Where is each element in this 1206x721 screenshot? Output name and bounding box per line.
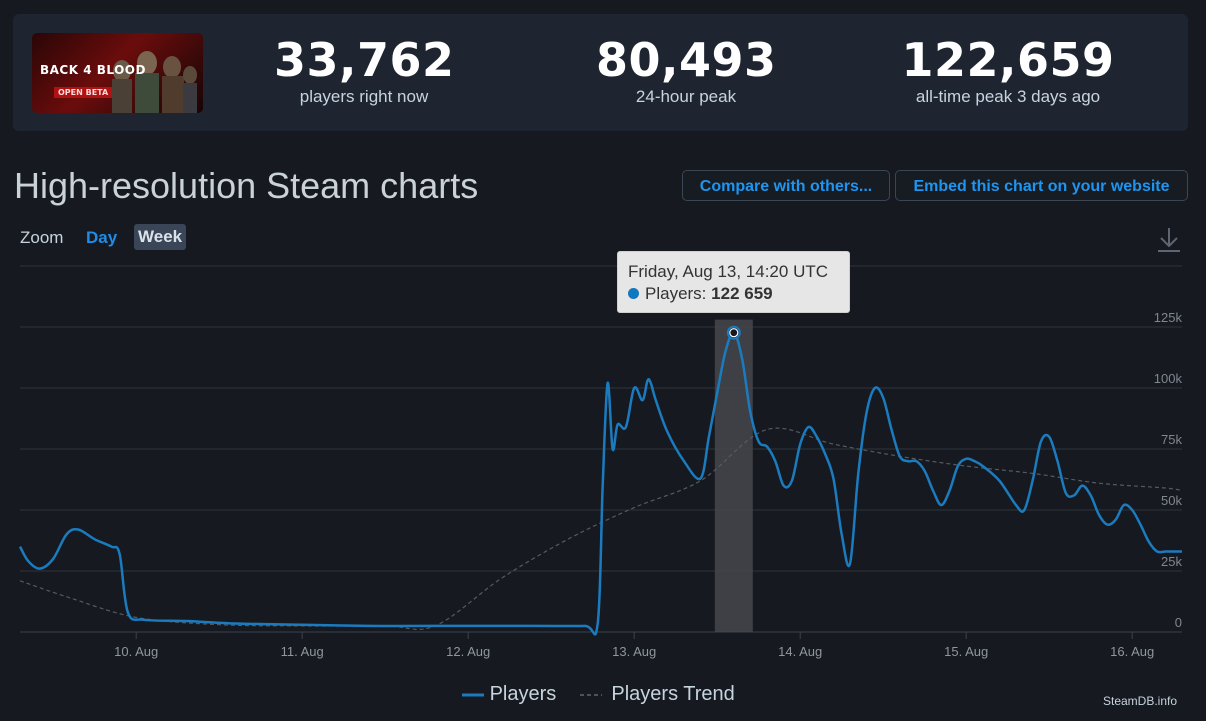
tooltip-series-label: Players: xyxy=(645,284,707,303)
stat-label: players right now xyxy=(299,87,429,106)
tooltip-series-dot xyxy=(628,288,639,299)
zoom-label: Zoom xyxy=(20,228,64,247)
peak-marker-inner xyxy=(729,328,739,338)
trend-legend-line xyxy=(579,693,602,696)
steamdb-credit[interactable]: SteamDB.info xyxy=(1103,694,1178,708)
game-characters-art xyxy=(112,51,197,113)
players-legend-line xyxy=(462,693,484,697)
x-tick-label: 15. Aug xyxy=(944,644,988,659)
players-line xyxy=(18,331,1182,636)
open-beta-badge: OPEN BETA xyxy=(54,87,113,98)
x-tick-label: 13. Aug xyxy=(612,644,656,659)
players-trend-line xyxy=(19,427,1183,630)
stats-panel: BACK 4 BLOOD OPEN BETA 33,762 players ri… xyxy=(13,14,1188,131)
x-tick-label: 11. Aug xyxy=(281,644,324,659)
stat-value: 33,762 xyxy=(274,33,455,87)
tooltip-value: 122 659 xyxy=(711,284,773,303)
game-logo: BACK 4 BLOOD xyxy=(40,63,146,77)
tooltip-date: Friday, Aug 13, 14:20 UTC xyxy=(628,262,829,281)
stat-label: 24-hour peak xyxy=(635,87,737,106)
zoom-day-button[interactable]: Day xyxy=(86,228,118,247)
y-tick-label: 25k xyxy=(1161,554,1182,569)
stat-value: 122,659 xyxy=(901,33,1115,87)
stat-all-time-peak: 122,659 all-time peak 3 days ago xyxy=(893,34,1123,108)
x-tick-label: 10. Aug xyxy=(114,644,158,659)
hover-band xyxy=(714,319,753,632)
embed-chart-button[interactable]: Embed this chart on your website xyxy=(895,170,1188,201)
legend-players-trend[interactable]: Players Trend xyxy=(611,683,735,706)
game-banner-image[interactable]: BACK 4 BLOOD OPEN BETA xyxy=(32,33,203,113)
y-tick-label: 75k xyxy=(1161,432,1182,447)
stat-24h-peak: 80,493 24-hour peak xyxy=(596,34,776,108)
players-chart: 0 25k 50k 75k 100k 125k 10. Aug 11. Aug 12. Aug 1… xyxy=(18,265,1183,659)
y-tick-label: 50k xyxy=(1161,493,1182,508)
legend-players[interactable]: Players xyxy=(489,683,557,706)
stat-value: 80,493 xyxy=(596,33,777,87)
y-tick-label: 0 xyxy=(1175,615,1182,630)
zoom-week-button[interactable]: Week xyxy=(134,224,187,250)
chart-tooltip: Friday, Aug 13, 14:20 UTC Players: 122 6… xyxy=(617,251,850,313)
stat-label: all-time peak 3 days ago xyxy=(915,87,1101,106)
page-title: High-resolution Steam charts xyxy=(14,165,479,206)
download-icon[interactable] xyxy=(1156,226,1182,254)
compare-button[interactable]: Compare with others... xyxy=(682,170,890,201)
y-tick-label: 100k xyxy=(1154,371,1183,386)
x-tick-label: 12. Aug xyxy=(446,644,490,659)
x-tick-label: 14. Aug xyxy=(778,644,822,659)
x-tick-label: 16. Aug xyxy=(1110,644,1154,659)
chart-legend: Players Players Trend xyxy=(462,683,735,706)
y-tick-label: 125k xyxy=(1154,310,1183,325)
stat-players-now: 33,762 players right now xyxy=(274,34,454,108)
